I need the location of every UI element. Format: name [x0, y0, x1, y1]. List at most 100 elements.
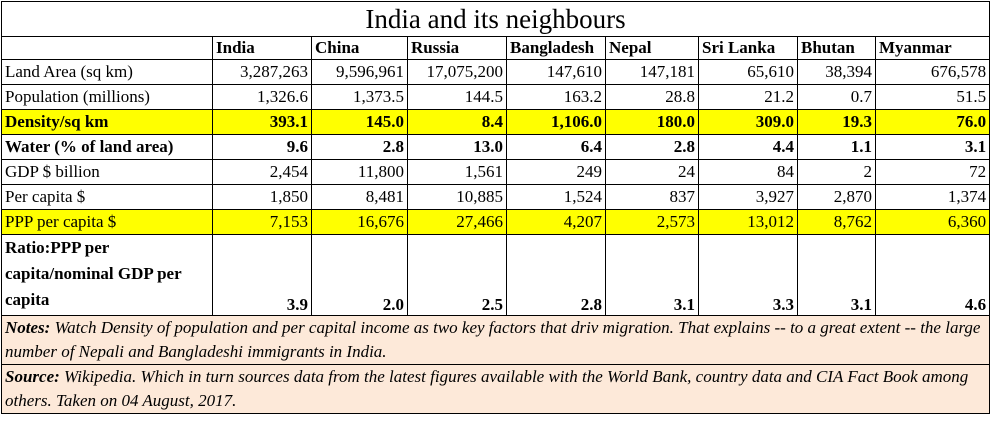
cell: 2.5 [407, 234, 507, 316]
cell: 8,481 [311, 184, 408, 210]
cell: 24 [605, 159, 699, 185]
cell: 1,326.6 [212, 84, 312, 110]
cell: 21.2 [698, 84, 798, 110]
row-label: Per capita $ [1, 184, 213, 210]
col-header: Myanmar [874, 36, 990, 60]
notes-text: Watch Density of population and per capi… [5, 318, 981, 361]
cell: 1,106.0 [506, 109, 606, 135]
cell: 249 [506, 159, 606, 185]
cell: 28.8 [605, 84, 699, 110]
cell: 3.1 [605, 234, 699, 316]
cell: 2,573 [605, 209, 699, 235]
source-label: Source: [5, 367, 60, 386]
row-label: PPP per capita $ [1, 209, 213, 235]
header-empty [1, 36, 213, 60]
cell: 1,373.5 [311, 84, 408, 110]
table-row-per-capita: Per capita $ 1,850 8,481 10,885 1,524 83… [1, 184, 990, 210]
table-row-ratio: Ratio:PPP per capita/nominal GDP per cap… [1, 234, 990, 316]
cell: 2.0 [311, 234, 408, 316]
cell: 3.1 [874, 134, 990, 160]
table-row-ppp: PPP per capita $ 7,153 16,676 27,466 4,2… [1, 209, 990, 235]
row-label: GDP $ billion [1, 159, 213, 185]
cell: 4.6 [874, 234, 990, 316]
cell: 10,885 [407, 184, 507, 210]
row-label: Land Area (sq km) [1, 59, 213, 85]
table-row-population: Population (millions) 1,326.6 1,373.5 14… [1, 84, 990, 110]
row-label: Density/sq km [1, 109, 213, 135]
cell: 837 [605, 184, 699, 210]
cell: 8,762 [797, 209, 876, 235]
cell: 6,360 [874, 209, 990, 235]
col-header: Bangladesh [506, 36, 606, 60]
cell: 4,207 [506, 209, 606, 235]
cell: 1,524 [506, 184, 606, 210]
cell: 2,454 [212, 159, 312, 185]
row-label: Water (% of land area) [1, 134, 213, 160]
cell: 3.3 [698, 234, 798, 316]
cell: 147,610 [506, 59, 606, 85]
cell: 19.3 [797, 109, 876, 135]
cell: 309.0 [698, 109, 798, 135]
table-row-density: Density/sq km 393.1 145.0 8.4 1,106.0 18… [1, 109, 990, 135]
cell: 51.5 [874, 84, 990, 110]
cell: 144.5 [407, 84, 507, 110]
cell: 676,578 [874, 59, 990, 85]
notes-cell: Notes: Watch Density of population and p… [0, 315, 990, 365]
table-title: India and its neighbours [0, 1, 990, 37]
header-row: India China Russia Bangladesh Nepal Sri … [1, 36, 990, 60]
source-cell: Source: Wikipedia. Which in turn sources… [0, 364, 990, 414]
table-row-gdp: GDP $ billion 2,454 11,800 1,561 249 24 … [1, 159, 990, 185]
table-row-land-area: Land Area (sq km) 3,287,263 9,596,961 17… [1, 59, 990, 85]
cell: 16,676 [311, 209, 408, 235]
neighbours-table: India and its neighbours India China Rus… [0, 1, 990, 414]
cell: 393.1 [212, 109, 312, 135]
cell: 2 [797, 159, 876, 185]
col-header: Sri Lanka [698, 36, 798, 60]
cell: 3,287,263 [212, 59, 312, 85]
cell: 163.2 [506, 84, 606, 110]
cell: 38,394 [797, 59, 876, 85]
cell: 3.1 [797, 234, 876, 316]
cell: 7,153 [212, 209, 312, 235]
cell: 17,075,200 [407, 59, 507, 85]
cell: 72 [874, 159, 990, 185]
col-header: India [212, 36, 312, 60]
notes-label: Notes: [5, 318, 51, 337]
cell: 1,561 [407, 159, 507, 185]
cell: 2.8 [506, 234, 606, 316]
cell: 3.9 [212, 234, 312, 316]
cell: 84 [698, 159, 798, 185]
row-label: Population (millions) [1, 84, 213, 110]
cell: 65,610 [698, 59, 798, 85]
table-row-water: Water (% of land area) 9.6 2.8 13.0 6.4 … [1, 134, 990, 160]
cell: 6.4 [506, 134, 606, 160]
cell: 76.0 [874, 109, 990, 135]
col-header: China [311, 36, 408, 60]
col-header: Nepal [605, 36, 699, 60]
cell: 2.8 [605, 134, 699, 160]
cell: 3,927 [698, 184, 798, 210]
cell: 27,466 [407, 209, 507, 235]
col-header: Russia [407, 36, 507, 60]
source-row: Source: Wikipedia. Which in turn sources… [0, 364, 990, 414]
cell: 13.0 [407, 134, 507, 160]
cell: 1,850 [212, 184, 312, 210]
cell: 9.6 [212, 134, 312, 160]
cell: 8.4 [407, 109, 507, 135]
cell: 13,012 [698, 209, 798, 235]
cell: 0.7 [797, 84, 876, 110]
cell: 180.0 [605, 109, 699, 135]
notes-row: Notes: Watch Density of population and p… [0, 315, 990, 365]
source-text: Wikipedia. Which in turn sources data fr… [5, 367, 969, 410]
cell: 11,800 [311, 159, 408, 185]
row-label: Ratio:PPP per capita/nominal GDP per cap… [1, 234, 213, 316]
cell: 1,374 [874, 184, 990, 210]
cell: 9,596,961 [311, 59, 408, 85]
col-header: Bhutan [797, 36, 876, 60]
cell: 1.1 [797, 134, 876, 160]
cell: 2.8 [311, 134, 408, 160]
cell: 147,181 [605, 59, 699, 85]
cell: 2,870 [797, 184, 876, 210]
cell: 145.0 [311, 109, 408, 135]
cell: 4.4 [698, 134, 798, 160]
